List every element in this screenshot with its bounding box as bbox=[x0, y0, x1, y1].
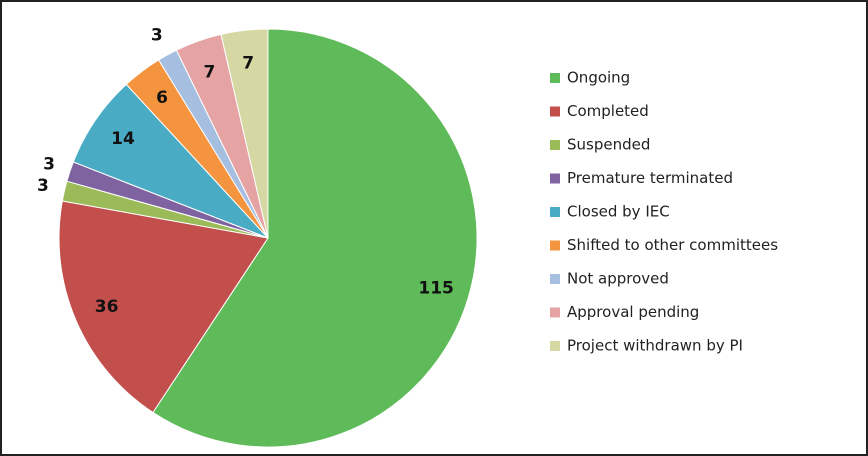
legend-label: Approval pending bbox=[567, 303, 699, 321]
legend-swatch bbox=[550, 240, 560, 251]
legend-swatch bbox=[550, 274, 560, 284]
data-label: 7 bbox=[242, 54, 254, 74]
pie-slice bbox=[152, 28, 478, 448]
legend-label: Project withdrawn by PI bbox=[567, 337, 743, 355]
legend-swatch bbox=[550, 140, 560, 150]
pie-slice bbox=[58, 200, 269, 414]
legend-label: Premature terminated bbox=[567, 169, 733, 187]
data-label: 115 bbox=[418, 278, 454, 298]
data-label: 36 bbox=[95, 297, 119, 317]
legend-label: Ongoing bbox=[567, 69, 630, 87]
legend-swatch bbox=[550, 207, 560, 217]
legend-swatch bbox=[550, 106, 560, 117]
legend-swatch bbox=[550, 173, 560, 184]
data-label: 7 bbox=[204, 62, 216, 82]
data-label: 6 bbox=[156, 88, 168, 108]
data-label: 14 bbox=[111, 129, 135, 149]
legend-label: Suspended bbox=[567, 136, 650, 154]
legend-swatch bbox=[550, 73, 560, 83]
data-label: 3 bbox=[151, 26, 163, 46]
legend-swatch bbox=[550, 341, 560, 351]
legend-label: Not approved bbox=[567, 270, 669, 288]
data-label: 3 bbox=[43, 154, 55, 174]
pie-slice bbox=[220, 28, 269, 239]
data-label: 3 bbox=[37, 176, 49, 196]
legend-label: Closed by IEC bbox=[567, 203, 670, 221]
legend-label: Completed bbox=[567, 102, 649, 120]
legend-label: Shifted to other committees bbox=[567, 236, 778, 254]
legend-swatch bbox=[550, 307, 560, 318]
